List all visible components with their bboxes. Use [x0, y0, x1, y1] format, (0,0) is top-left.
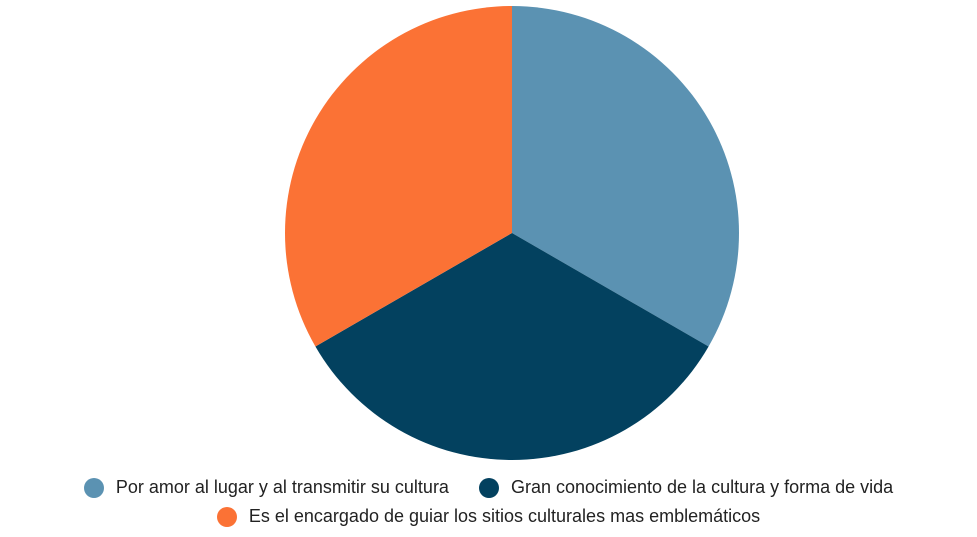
- legend-item: Por amor al lugar y al transmitir su cul…: [83, 477, 449, 498]
- legend-swatch: [216, 506, 237, 527]
- legend-item: Es el encargado de guiar los sitios cult…: [216, 506, 761, 527]
- legend-label: Gran conocimiento de la cultura y forma …: [510, 477, 894, 497]
- legend-label: Por amor al lugar y al transmitir su cul…: [115, 477, 449, 497]
- pie-slice: [512, 6, 739, 347]
- legend-label: Es el encargado de guiar los sitios cult…: [248, 506, 761, 526]
- pie-slice: [284, 6, 512, 347]
- legend-item: Gran conocimiento de la cultura y forma …: [478, 477, 894, 498]
- legend: Por amor al lugar y al transmitir su cul…: [0, 477, 977, 527]
- legend-swatch: [478, 477, 499, 498]
- pie-area: [284, 6, 739, 460]
- legend-swatch: [83, 477, 104, 498]
